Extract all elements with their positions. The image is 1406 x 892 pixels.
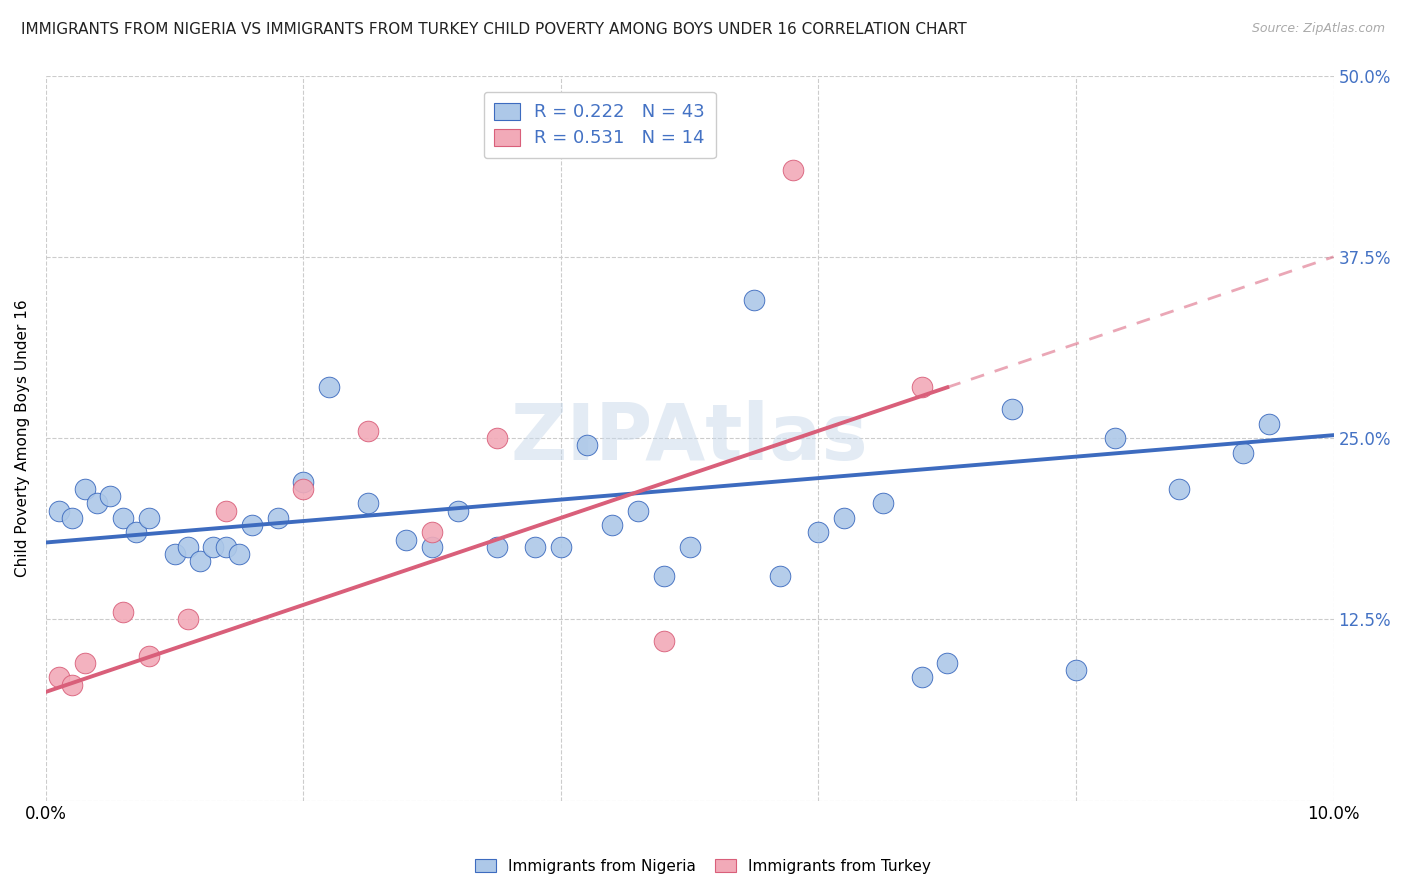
Text: Source: ZipAtlas.com: Source: ZipAtlas.com [1251,22,1385,36]
Text: IMMIGRANTS FROM NIGERIA VS IMMIGRANTS FROM TURKEY CHILD POVERTY AMONG BOYS UNDER: IMMIGRANTS FROM NIGERIA VS IMMIGRANTS FR… [21,22,967,37]
Point [679,540,702,554]
Point [652,569,675,583]
Point [420,525,443,540]
Point [1258,417,1281,431]
Point [910,670,932,684]
Point [318,380,340,394]
Point [240,518,263,533]
Point [1168,482,1191,496]
Point [1232,445,1254,459]
Point [215,503,238,517]
Point [807,525,830,540]
Point [73,482,96,496]
Point [73,656,96,670]
Point [228,547,250,561]
Point [575,438,598,452]
Point [292,475,315,489]
Point [60,677,83,691]
Point [112,511,135,525]
Point [652,634,675,648]
Point [447,503,470,517]
Y-axis label: Child Poverty Among Boys Under 16: Child Poverty Among Boys Under 16 [15,299,30,577]
Point [163,547,186,561]
Point [138,511,160,525]
Point [872,496,894,510]
Point [742,293,765,308]
Point [602,518,624,533]
Point [782,162,804,177]
Point [524,540,547,554]
Point [395,533,418,547]
Point [1064,663,1087,677]
Point [190,554,212,568]
Point [48,503,70,517]
Point [550,540,572,554]
Point [910,380,932,394]
Point [485,431,508,445]
Point [1001,402,1024,417]
Point [86,496,108,510]
Point [1104,431,1126,445]
Point [112,605,135,619]
Point [215,540,238,554]
Point [98,489,121,503]
Point [357,496,380,510]
Point [420,540,443,554]
Point [267,511,290,525]
Point [769,569,792,583]
Point [48,670,70,684]
Point [936,656,959,670]
Point [357,424,380,438]
Legend: Immigrants from Nigeria, Immigrants from Turkey: Immigrants from Nigeria, Immigrants from… [468,853,938,880]
Point [60,511,83,525]
Text: ZIPAtlas: ZIPAtlas [510,401,869,476]
Point [138,648,160,663]
Point [832,511,855,525]
Legend: R = 0.222   N = 43, R = 0.531   N = 14: R = 0.222 N = 43, R = 0.531 N = 14 [484,92,716,158]
Point [202,540,225,554]
Point [176,612,198,626]
Point [292,482,315,496]
Point [485,540,508,554]
Point [125,525,148,540]
Point [627,503,650,517]
Point [176,540,198,554]
